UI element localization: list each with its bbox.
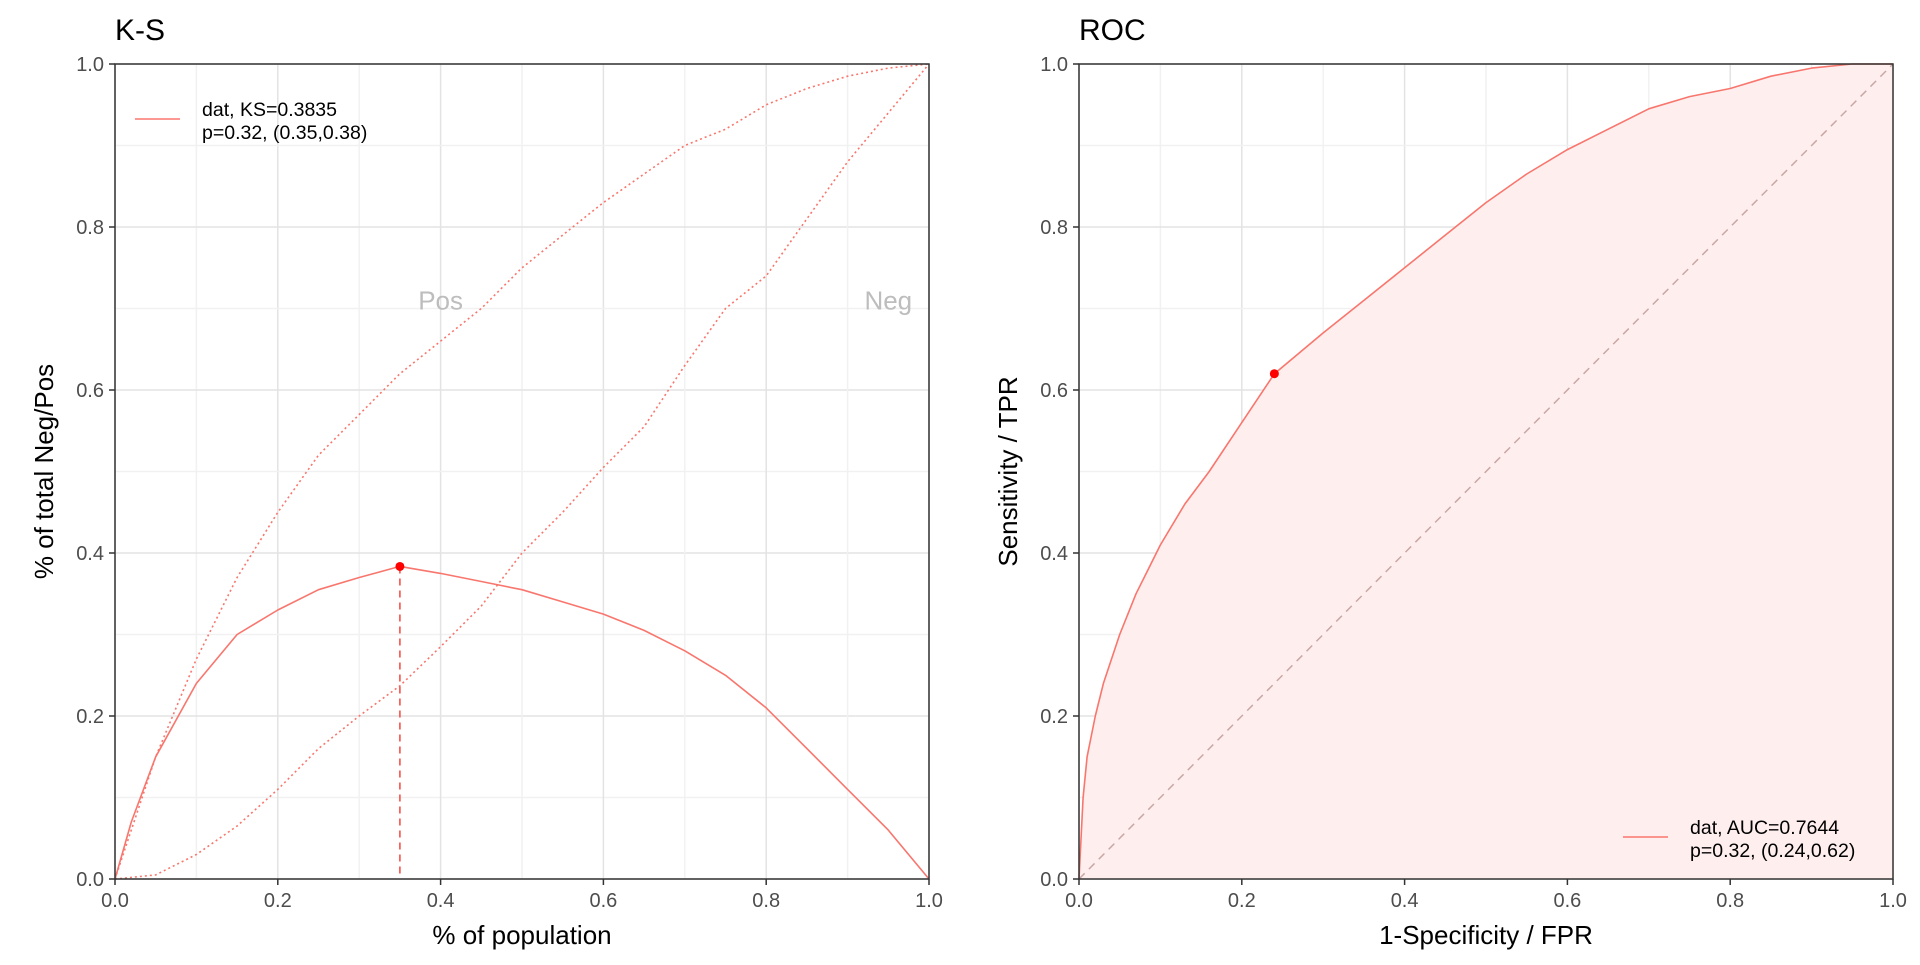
- chart-title: K-S: [115, 14, 165, 47]
- x-tick-label: 0.4: [1391, 890, 1419, 912]
- x-tick-label: 0.4: [427, 890, 455, 912]
- y-tick-label: 0.6: [1040, 380, 1068, 402]
- y-tick-label: 1.0: [1040, 54, 1068, 76]
- y-tick-label: 0.6: [76, 380, 104, 402]
- series-roc-curve: [1078, 63, 1893, 880]
- x-tick-label: 0.8: [752, 890, 780, 912]
- series-diagonal: [1078, 63, 1894, 880]
- y-tick-label: 0.2: [76, 706, 104, 728]
- annotation-pos: Pos: [418, 285, 463, 315]
- y-axis-label: % of total Neg/Pos: [29, 364, 59, 579]
- y-tick-label: 0.4: [1040, 543, 1068, 565]
- series-pos-cumulative: [114, 63, 930, 880]
- x-tick-label: 0.6: [1553, 890, 1581, 912]
- x-axis-label: 1-Specificity / FPR: [1379, 920, 1593, 950]
- x-tick-label: 0.0: [101, 890, 129, 912]
- legend-line-2: p=0.32, (0.24,0.62): [1690, 840, 1855, 862]
- y-tick-label: 0.0: [1040, 869, 1068, 891]
- x-tick-label: 0.0: [1065, 890, 1093, 912]
- panel-border: [1078, 63, 1894, 880]
- legend-line-2: p=0.32, (0.35,0.38): [202, 122, 367, 144]
- panel-border: [114, 63, 930, 880]
- x-tick-label: 0.8: [1716, 890, 1744, 912]
- cutoff-point: [1269, 369, 1279, 379]
- x-axis-label: % of population: [432, 920, 611, 950]
- y-tick-label: 0.0: [76, 869, 104, 891]
- y-tick-label: 0.8: [76, 217, 104, 239]
- y-tick-label: 1.0: [76, 54, 104, 76]
- roc-panel: ROC 0.0 0.2 0.4 0.6 0.8 1.0 0.0 0.2 0.4 0.6 0.8 1.0 1…: [993, 14, 1907, 950]
- ks-point: [395, 561, 405, 571]
- grid: [114, 63, 930, 880]
- legend-line-1: dat, AUC=0.7644: [1690, 817, 1839, 839]
- x-tick-label: 0.2: [1228, 890, 1256, 912]
- x-tick-label: 0.6: [589, 890, 617, 912]
- annotation-neg: Neg: [864, 285, 912, 315]
- x-tick-label: 1.0: [1879, 890, 1907, 912]
- series-neg-cumulative: [114, 63, 930, 880]
- chart-title: ROC: [1079, 14, 1146, 47]
- series-ks-curve: [114, 565, 930, 880]
- y-tick-label: 0.2: [1040, 706, 1068, 728]
- ks-panel: K-S Pos Neg 0.0 0.2 0.4 0.6 0.8 1.0 0.0 0.2 0.4 0.6 0…: [29, 14, 943, 950]
- x-tick-label: 0.2: [264, 890, 292, 912]
- x-tick-label: 1.0: [915, 890, 943, 912]
- y-axis-label: Sensitivity / TPR: [993, 376, 1023, 566]
- legend-line-1: dat, KS=0.3835: [202, 99, 337, 121]
- y-tick-label: 0.8: [1040, 217, 1068, 239]
- y-tick-label: 0.4: [76, 543, 104, 565]
